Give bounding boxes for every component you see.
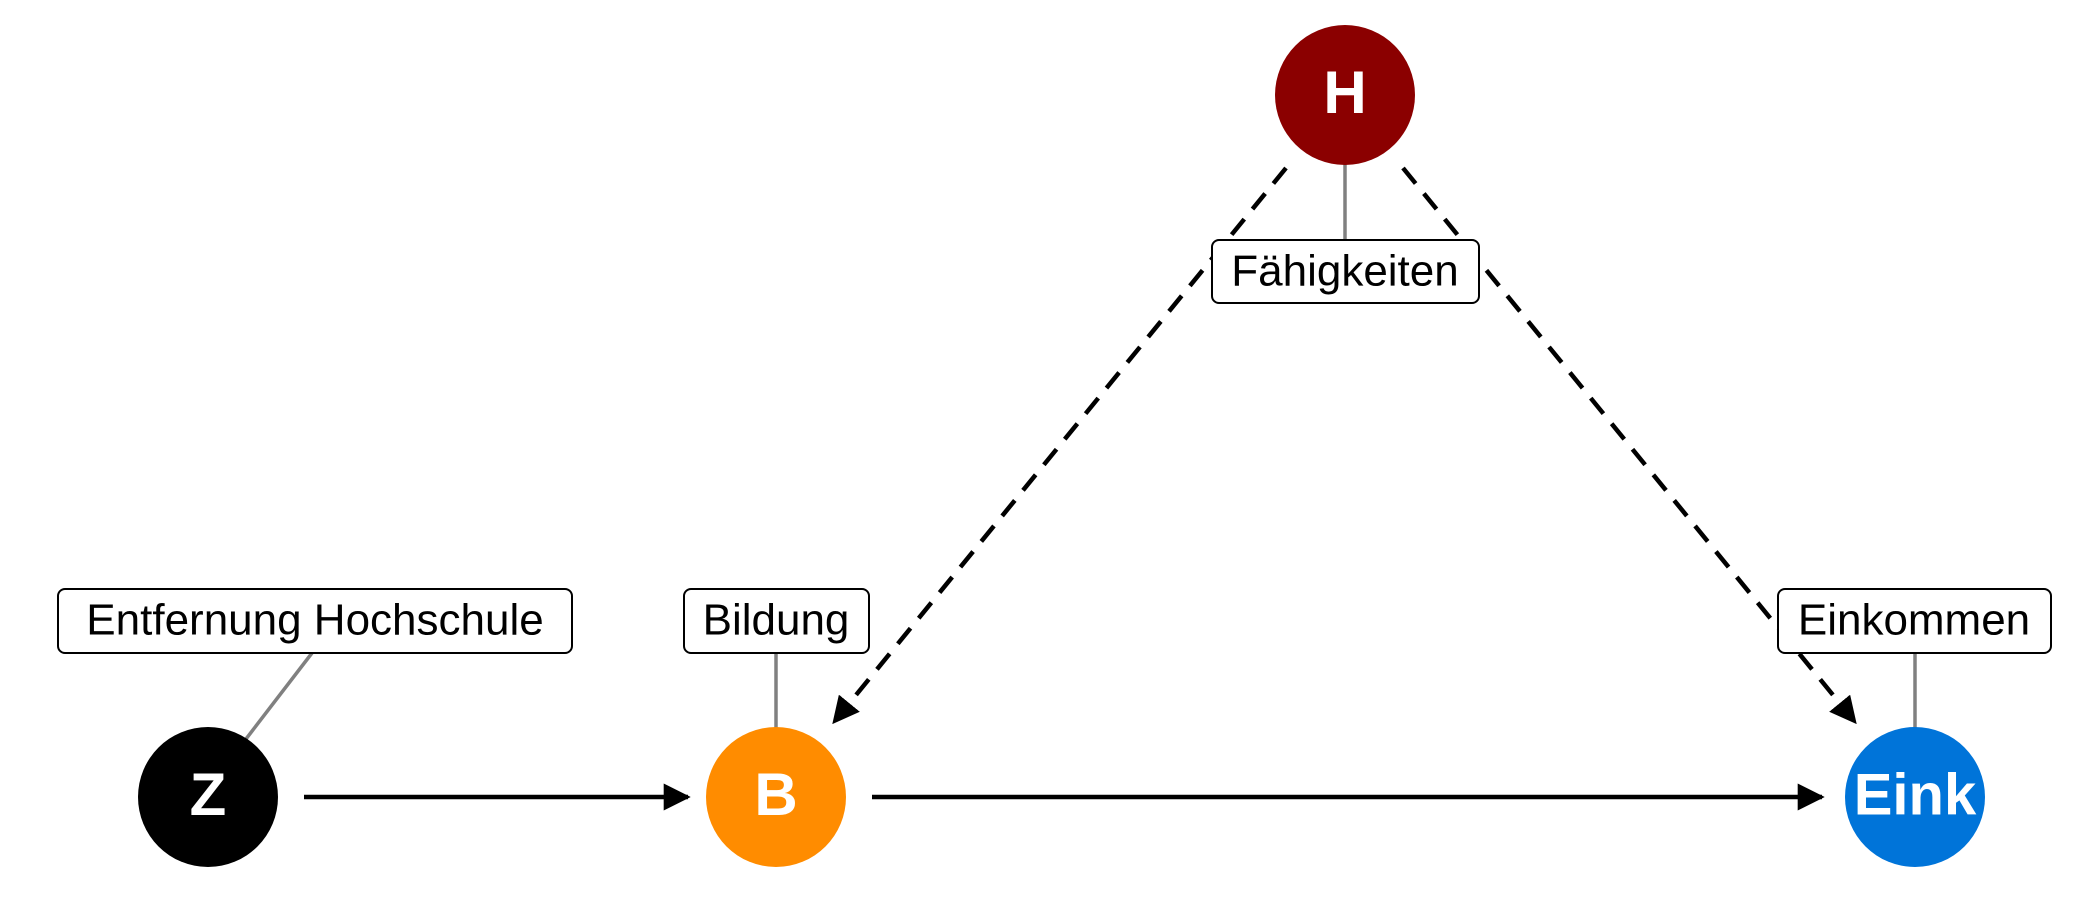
leader-line-z [234, 651, 314, 754]
label-box-z: Entfernung Hochschule [57, 588, 573, 654]
node-b: B [706, 727, 846, 867]
node-z-label: Z [190, 761, 227, 828]
node-b-circle [706, 727, 846, 867]
node-eink-label: Eink [1854, 762, 1977, 827]
label-b-text: Bildung [703, 596, 850, 645]
label-box-b-frame [683, 588, 870, 654]
label-h-text: Fähigkeiten [1231, 247, 1458, 296]
label-box-b: Bildung [683, 588, 870, 654]
label-box-eink-frame [1777, 588, 2052, 654]
label-box-h: Fähigkeiten [1211, 239, 1480, 304]
node-eink: Eink [1845, 727, 1985, 867]
node-h: H [1275, 25, 1415, 165]
node-z: Z [138, 727, 278, 867]
label-box-h-frame [1211, 239, 1480, 304]
node-eink-circle [1845, 727, 1985, 867]
node-b-label: B [754, 761, 797, 828]
node-h-label: H [1323, 59, 1366, 126]
label-eink-text: Einkommen [1798, 596, 2030, 645]
label-box-z-frame [57, 588, 573, 654]
node-z-circle [138, 727, 278, 867]
edge-h-to-b [832, 166, 1288, 725]
label-box-eink: Einkommen [1777, 588, 2052, 654]
node-h-circle [1275, 25, 1415, 165]
label-z-text: Entfernung Hochschule [86, 596, 543, 645]
